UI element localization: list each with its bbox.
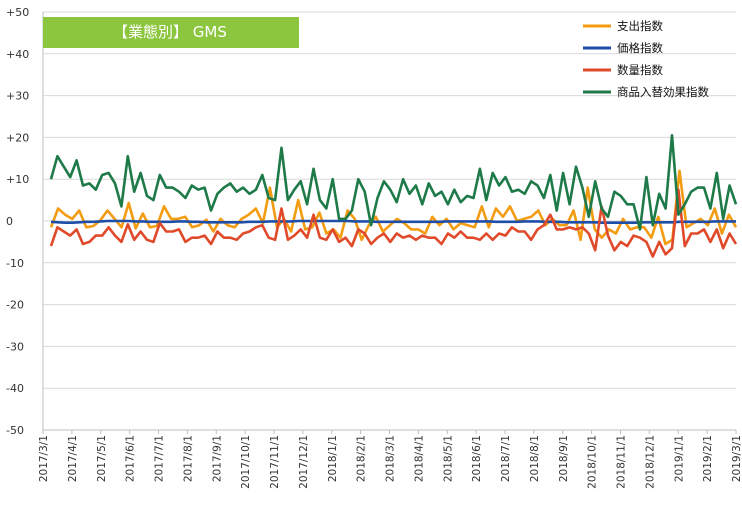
y-tick-label: +20 [6,131,29,144]
x-tick-label: 2018/2/1 [356,435,368,482]
x-tick-label: 2019/1/1 [673,435,685,482]
x-tick-label: 2018/10/1 [587,435,599,489]
x-tick-label: 2018/12/1 [644,435,656,489]
y-tick-label: +40 [6,48,29,61]
legend-label: 数量指数 [617,63,663,77]
series-line [50,219,736,224]
chart-title-box: 【業態別】 GMS [43,17,299,48]
x-tick-label: 2018/4/1 [413,435,425,482]
x-tick-label: 2018/1/1 [327,435,339,482]
legend-label: 価格指数 [617,41,663,55]
y-tick-label: +30 [6,90,29,103]
x-tick-label: 2017/12/1 [298,435,310,489]
x-tick-label: 2017/10/1 [240,435,252,489]
x-tick-label: 2019/2/1 [702,435,714,482]
x-tick-label: 2017/6/1 [125,435,137,482]
y-tick-label: 0 [6,215,13,228]
series-lines [49,134,738,258]
x-tick-label: 2017/5/1 [96,435,108,482]
x-tick-label: 2017/11/1 [269,435,281,489]
x-tick-label: 2017/7/1 [154,435,166,482]
x-tick-label: 2018/8/1 [529,435,541,482]
x-tick-label: 2017/4/1 [67,435,79,482]
legend-label: 支出指数 [617,19,663,33]
x-tick-label: 2018/3/1 [385,435,397,482]
x-tick-label: 2018/11/1 [616,435,628,489]
x-tick-label: 2018/5/1 [442,435,454,482]
chart-title: 【業態別】 GMS [113,23,227,41]
series-line [49,134,738,231]
x-tick-label: 2018/6/1 [471,435,483,482]
x-tick-label: 2017/3/1 [38,435,50,482]
x-tick-label: 2018/9/1 [558,435,570,482]
y-tick-label: -40 [6,382,24,395]
x-tick-label: 2017/8/1 [182,435,194,482]
y-tick-label: +10 [6,173,29,186]
y-tick-label: -20 [6,299,24,312]
x-tick-label: 2019/3/1 [731,435,742,482]
y-tick-label: +50 [6,6,29,19]
x-tick-label: 2018/7/1 [500,435,512,482]
series-line [49,188,738,258]
x-tick-label: 2017/9/1 [211,435,223,482]
y-tick-label: -10 [6,257,24,270]
y-tick-label: -50 [6,424,24,437]
legend-label: 商品入替効果指数 [617,85,709,99]
y-tick-label: -30 [6,340,24,353]
x-axis: 2017/3/1 2017/4/1 2017/5/1 2017/6/1 2017/7/1… [38,430,742,489]
